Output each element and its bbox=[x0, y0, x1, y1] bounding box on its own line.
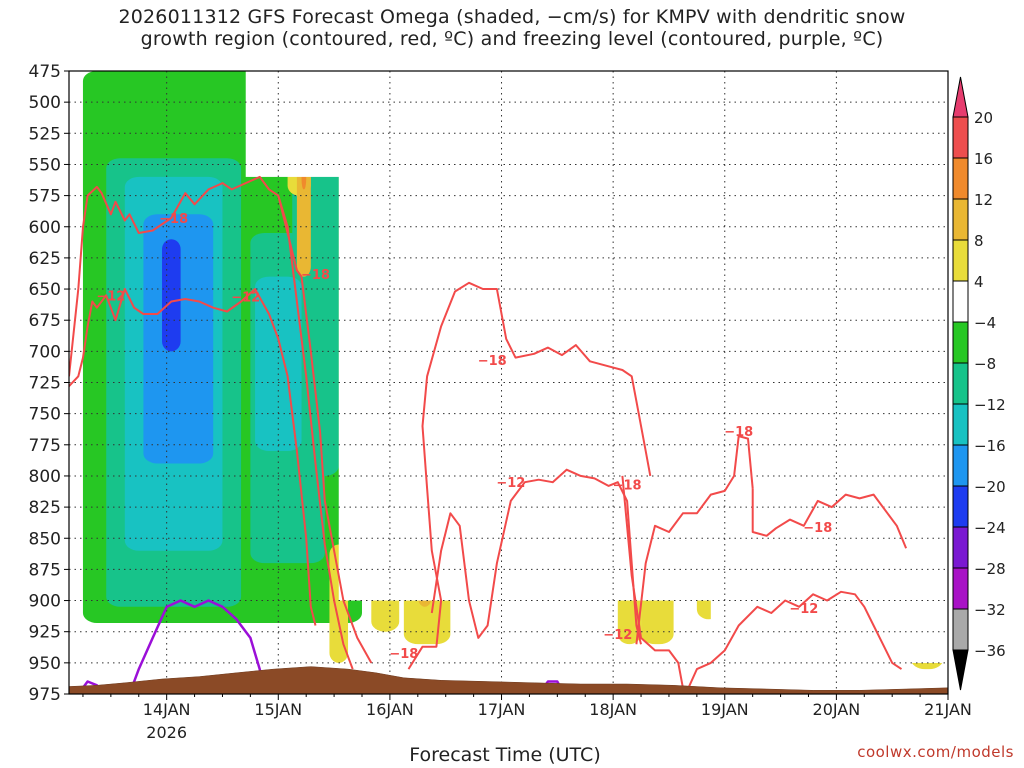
y-tick-label: 575 bbox=[29, 187, 61, 207]
colorbar-tick-label: −32 bbox=[974, 601, 1006, 619]
y-tick-label: 975 bbox=[29, 685, 61, 705]
x-tick-label: 19JAN bbox=[701, 700, 749, 719]
x-tick-label: 17JAN bbox=[478, 700, 526, 719]
colorbar-segment bbox=[952, 444, 969, 487]
colorbar-tick-label: 20 bbox=[974, 109, 993, 127]
grid-lines bbox=[69, 70, 949, 695]
chart-title: 2026011312 GFS Forecast Omega (shaded, −… bbox=[0, 6, 1024, 50]
omega-gap bbox=[934, 71, 948, 476]
contour-label: −12 bbox=[496, 476, 525, 491]
y-tick-label: 900 bbox=[29, 592, 61, 612]
y-axis: 475 500 525 550 575 600 625 650 675 700 725 750 775 8… bbox=[29, 62, 69, 705]
colorbar-tick-label: 16 bbox=[974, 150, 993, 168]
contour-label: −18 bbox=[724, 425, 753, 440]
omega-cell bbox=[162, 239, 181, 352]
colorbar-tick-label: −20 bbox=[974, 478, 1006, 496]
colorbar-segment bbox=[952, 116, 969, 159]
colorbar-tick-label: −4 bbox=[974, 314, 996, 332]
contour-label: −18 bbox=[803, 521, 832, 536]
contour-labels: −18 −12 −12 −18 −18 −12 −18 −18 −12 −18 −18 −12 bbox=[96, 212, 832, 662]
colorbar-tick-label: −28 bbox=[974, 560, 1006, 578]
colorbar-segment bbox=[952, 403, 969, 446]
contour-label: −18 bbox=[159, 212, 188, 227]
terrain-fill bbox=[69, 666, 948, 694]
y-tick-label: 775 bbox=[29, 436, 61, 456]
colorbar: 20 16 12 8 4 −4 −8 −12 −16 −20 −24 −28 −32 −36 bbox=[952, 76, 1006, 691]
credit-label: coolwx.com/models bbox=[857, 743, 1014, 761]
y-tick-label: 650 bbox=[29, 280, 61, 300]
title-line-1: 2026011312 GFS Forecast Omega (shaded, −… bbox=[118, 6, 906, 28]
y-tick-label: 750 bbox=[29, 405, 61, 425]
colorbar-segment bbox=[952, 239, 969, 282]
x-tick-label: 15JAN bbox=[254, 700, 302, 719]
contour-label: −18 bbox=[613, 479, 642, 494]
contour-label: −18 bbox=[389, 647, 418, 662]
colorbar-arrow-bottom bbox=[952, 649, 969, 691]
y-tick-label: 725 bbox=[29, 374, 61, 394]
dgz-contour bbox=[684, 590, 903, 694]
colorbar-tick-label: −8 bbox=[974, 355, 996, 373]
colorbar-segment bbox=[952, 362, 969, 405]
x-axis-title: Forecast Time (UTC) bbox=[409, 744, 601, 766]
colorbar-arrow-top bbox=[952, 76, 969, 118]
colorbar-tick-label: 12 bbox=[974, 191, 993, 209]
x-tick-label: 16JAN bbox=[366, 700, 414, 719]
colorbar-tick-label: −24 bbox=[974, 519, 1006, 537]
contour-label: −18 bbox=[478, 354, 507, 369]
contour-label: −12 bbox=[789, 602, 818, 617]
colorbar-tick-label: −36 bbox=[974, 642, 1006, 660]
colorbar-segment bbox=[952, 157, 969, 200]
dgz-contour bbox=[69, 175, 303, 377]
dgz-contour bbox=[407, 281, 652, 670]
y-tick-label: 475 bbox=[29, 62, 61, 82]
colorbar-segment bbox=[952, 567, 969, 610]
contour-label: −12 bbox=[231, 291, 260, 306]
colorbar-tick-label: 8 bbox=[974, 232, 984, 250]
contour-label: −18 bbox=[301, 268, 330, 283]
omega-gap bbox=[771, 71, 948, 663]
y-tick-label: 675 bbox=[29, 311, 61, 331]
y-tick-label: 550 bbox=[29, 155, 61, 175]
x-axis: 14JAN 2026 15JAN 16JAN 17JAN 18JAN 19JAN 20JAN 2… bbox=[82, 694, 972, 742]
colorbar-segment bbox=[952, 526, 969, 569]
title-line-2: growth region (contoured, red, ºC) and f… bbox=[140, 28, 884, 50]
dgz-contour bbox=[300, 276, 373, 664]
dgz-contour bbox=[621, 475, 684, 688]
y-tick-label: 600 bbox=[29, 218, 61, 238]
colorbar-segment bbox=[952, 198, 969, 241]
terrain bbox=[69, 666, 948, 694]
y-tick-label: 850 bbox=[29, 529, 61, 549]
y-tick-label: 500 bbox=[29, 93, 61, 113]
contour-lines bbox=[69, 175, 908, 694]
y-tick-label: 875 bbox=[29, 560, 61, 580]
x-tick-label: 14JAN bbox=[143, 700, 191, 719]
dgz-contour bbox=[277, 195, 354, 670]
x-tick-sublabel: 2026 bbox=[146, 723, 187, 742]
omega-field bbox=[82, 71, 948, 670]
y-tick-label: 950 bbox=[29, 654, 61, 674]
colorbar-tick-label: −12 bbox=[974, 396, 1006, 414]
colorbar-segment bbox=[952, 608, 969, 651]
x-tick-label: 21JAN bbox=[924, 700, 972, 719]
colorbar-tick-label: −16 bbox=[974, 437, 1006, 455]
y-tick-label: 800 bbox=[29, 467, 61, 487]
y-tick-label: 825 bbox=[29, 498, 61, 518]
dgz-contour bbox=[751, 488, 908, 549]
colorbar-tick-label: 4 bbox=[974, 273, 984, 291]
y-tick-label: 625 bbox=[29, 249, 61, 269]
y-tick-label: 525 bbox=[29, 124, 61, 144]
x-tick-label: 18JAN bbox=[589, 700, 637, 719]
y-tick-label: 700 bbox=[29, 342, 61, 362]
colorbar-segment bbox=[952, 280, 969, 323]
x-tick-label: 20JAN bbox=[813, 700, 861, 719]
contour-label: −12 bbox=[603, 628, 632, 643]
colorbar-segment bbox=[952, 321, 969, 364]
dgz-contour bbox=[635, 435, 754, 645]
contour-label: −12 bbox=[96, 289, 125, 304]
y-tick-label: 925 bbox=[29, 623, 61, 643]
dgz-contour bbox=[69, 288, 317, 626]
freezing-level-contour bbox=[128, 599, 266, 694]
colorbar-segment bbox=[952, 485, 969, 528]
